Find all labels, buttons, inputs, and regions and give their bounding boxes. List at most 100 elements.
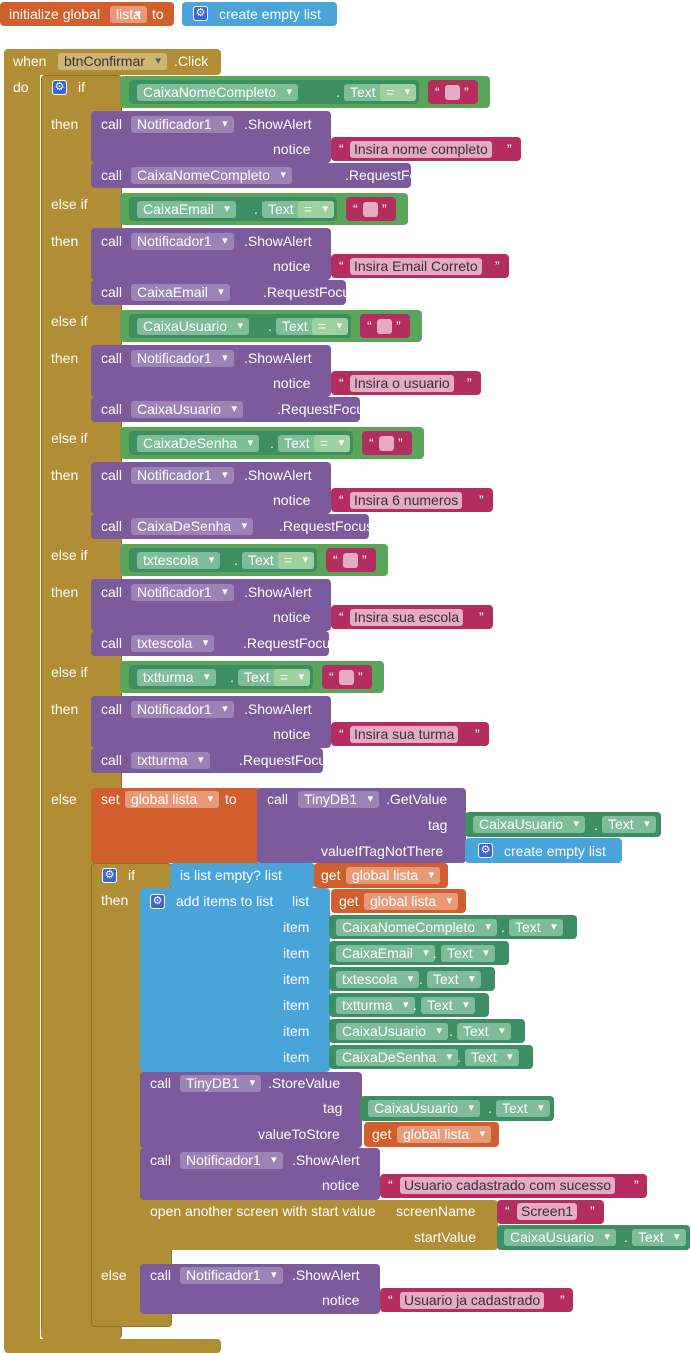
equals-dropdown[interactable]: = [314, 435, 351, 452]
item-component-dropdown[interactable]: CaixaUsuario [336, 1023, 449, 1040]
item-component-dropdown[interactable]: txtescola [336, 971, 420, 988]
focus-component-dropdown[interactable]: CaixaDeSenha [131, 518, 254, 535]
tinydb-dropdown[interactable]: TinyDB1 [298, 791, 380, 808]
add-items-gear-icon[interactable]: ⚙ [150, 894, 165, 909]
message-value[interactable]: Insira sua escola [350, 609, 464, 626]
item-text-dropdown[interactable]: Text [441, 945, 495, 962]
empty-string-value[interactable] [339, 670, 354, 685]
create-list-gear-icon[interactable]: ⚙ [478, 843, 493, 858]
item-component-dropdown[interactable]: txtturma [336, 997, 415, 1014]
already-message[interactable]: Usuario ja cadastrado [400, 1292, 545, 1309]
item-text-dropdown[interactable]: Text [427, 971, 481, 988]
get-label-3: get [372, 1126, 392, 1142]
else-label: else [51, 791, 77, 807]
store-tinydb-dropdown[interactable]: TinyDB1 [180, 1075, 262, 1092]
message-value[interactable]: Insira o usuario [350, 375, 454, 392]
message-value[interactable]: Insira nome completo [350, 141, 492, 158]
empty-string-value[interactable] [377, 319, 392, 334]
screen-name-value[interactable]: Screen1 [517, 1203, 578, 1220]
startvalue-component-dropdown[interactable]: CaixaUsuario [504, 1229, 617, 1246]
item-label: item [283, 997, 310, 1013]
condition-component-dropdown[interactable]: CaixaUsuario [137, 318, 250, 335]
when-label: when [13, 53, 47, 69]
store-tag-component-dropdown[interactable]: CaixaUsuario [368, 1100, 481, 1117]
tag-dot: . [594, 817, 598, 833]
equals-dropdown[interactable]: = [298, 201, 335, 218]
notifier-dropdown[interactable]: Notificador1 [131, 350, 234, 367]
empty-open-quote: “ [435, 84, 440, 100]
condition-component-dropdown[interactable]: CaixaEmail [137, 201, 236, 218]
showalert-label: .ShowAlert [244, 701, 312, 717]
is-list-empty-block[interactable] [170, 863, 315, 888]
store-tag-text-dropdown[interactable]: Text [496, 1100, 550, 1117]
get-var-dropdown-1[interactable]: global lista [346, 867, 441, 884]
item-text-dropdown[interactable]: Text [421, 997, 475, 1014]
btn-component-dropdown[interactable]: btnConfirmar [58, 53, 167, 70]
success-notifier-dropdown[interactable]: Notificador1 [180, 1152, 283, 1169]
focus-component-dropdown[interactable]: CaixaEmail [131, 284, 230, 301]
empty-string-value[interactable] [445, 85, 460, 100]
store-tag-dot: . [488, 1100, 492, 1116]
tag-component-dropdown[interactable]: CaixaUsuario [473, 816, 586, 833]
condition-dot: . [230, 669, 234, 685]
init-var-dropdown[interactable]: lista [110, 6, 147, 23]
else-if-label: else if [51, 430, 88, 446]
equals-dropdown[interactable]: = [274, 669, 311, 686]
condition-component-dropdown[interactable]: CaixaNomeCompleto [137, 84, 299, 101]
empty-string-value[interactable] [343, 553, 358, 568]
set-var-dropdown[interactable]: global lista [125, 791, 220, 808]
already-notifier-dropdown[interactable]: Notificador1 [180, 1267, 283, 1284]
item-component-dropdown[interactable]: CaixaEmail [336, 945, 435, 962]
item-text-dropdown[interactable]: Text [509, 919, 563, 936]
empty-close-quote: ” [382, 201, 387, 217]
already-open-quote: “ [388, 1292, 393, 1308]
condition-component-dropdown[interactable]: txtescola [137, 552, 221, 569]
then-label: then [51, 116, 79, 132]
startvalue-text-dropdown[interactable]: Text [632, 1229, 686, 1246]
focus-component-dropdown[interactable]: txtturma [131, 752, 210, 769]
item-text-dropdown[interactable]: Text [465, 1049, 519, 1066]
mutator-gear-icon[interactable]: ⚙ [193, 6, 208, 21]
open-screen-block[interactable] [140, 1200, 498, 1250]
condition-component-dropdown[interactable]: txtturma [137, 669, 216, 686]
success-notice-label: notice [322, 1177, 360, 1193]
equals-dropdown[interactable]: = [278, 552, 315, 569]
showalert-label: .ShowAlert [244, 233, 312, 249]
get-var-dropdown-2[interactable]: global lista [364, 893, 459, 910]
notice-label: notice [273, 609, 311, 625]
notifier-dropdown[interactable]: Notificador1 [131, 701, 234, 718]
tag-text-dropdown[interactable]: Text [602, 816, 656, 833]
focus-component-dropdown[interactable]: txtescola [131, 635, 215, 652]
notice-label: notice [273, 141, 311, 157]
empty-string-value[interactable] [379, 436, 394, 451]
condition-component-dropdown[interactable]: CaixaDeSenha [137, 435, 260, 452]
event-footer [4, 1339, 221, 1353]
notifier-dropdown[interactable]: Notificador1 [131, 233, 234, 250]
inner-if-gear-icon[interactable]: ⚙ [102, 868, 117, 883]
message-value[interactable]: Insira 6 numeros [350, 492, 463, 509]
event-body [4, 49, 40, 1345]
message-value[interactable]: Insira Email Correto [350, 258, 482, 275]
equals-dropdown[interactable]: = [312, 318, 349, 335]
get-var-dropdown-3[interactable]: global lista [397, 1126, 492, 1143]
item-text-dropdown[interactable]: Text [457, 1023, 511, 1040]
focus-component-dropdown[interactable]: CaixaNomeCompleto [131, 167, 293, 184]
notifier-dropdown[interactable]: Notificador1 [131, 467, 234, 484]
focus-call-label: call [101, 167, 123, 183]
success-message[interactable]: Usuario cadastrado com sucesso [400, 1177, 615, 1194]
notifier-dropdown[interactable]: Notificador1 [131, 116, 234, 133]
if-mutator-gear-icon[interactable]: ⚙ [52, 80, 67, 95]
message-close-quote: ” [475, 726, 480, 742]
item-dot: . [501, 919, 505, 935]
message-value[interactable]: Insira sua turma [350, 726, 459, 743]
focus-component-dropdown[interactable]: CaixaUsuario [131, 401, 244, 418]
item-dot: . [413, 997, 417, 1013]
item-component-dropdown[interactable]: CaixaNomeCompleto [336, 919, 498, 936]
add-items-block[interactable] [140, 888, 330, 1072]
equals-dropdown[interactable]: = [380, 84, 417, 101]
item-label: item [283, 919, 310, 935]
item-component-dropdown[interactable]: CaixaDeSenha [336, 1049, 459, 1066]
success-call-label: call [150, 1152, 172, 1168]
empty-string-value[interactable] [363, 202, 378, 217]
notifier-dropdown[interactable]: Notificador1 [131, 584, 234, 601]
